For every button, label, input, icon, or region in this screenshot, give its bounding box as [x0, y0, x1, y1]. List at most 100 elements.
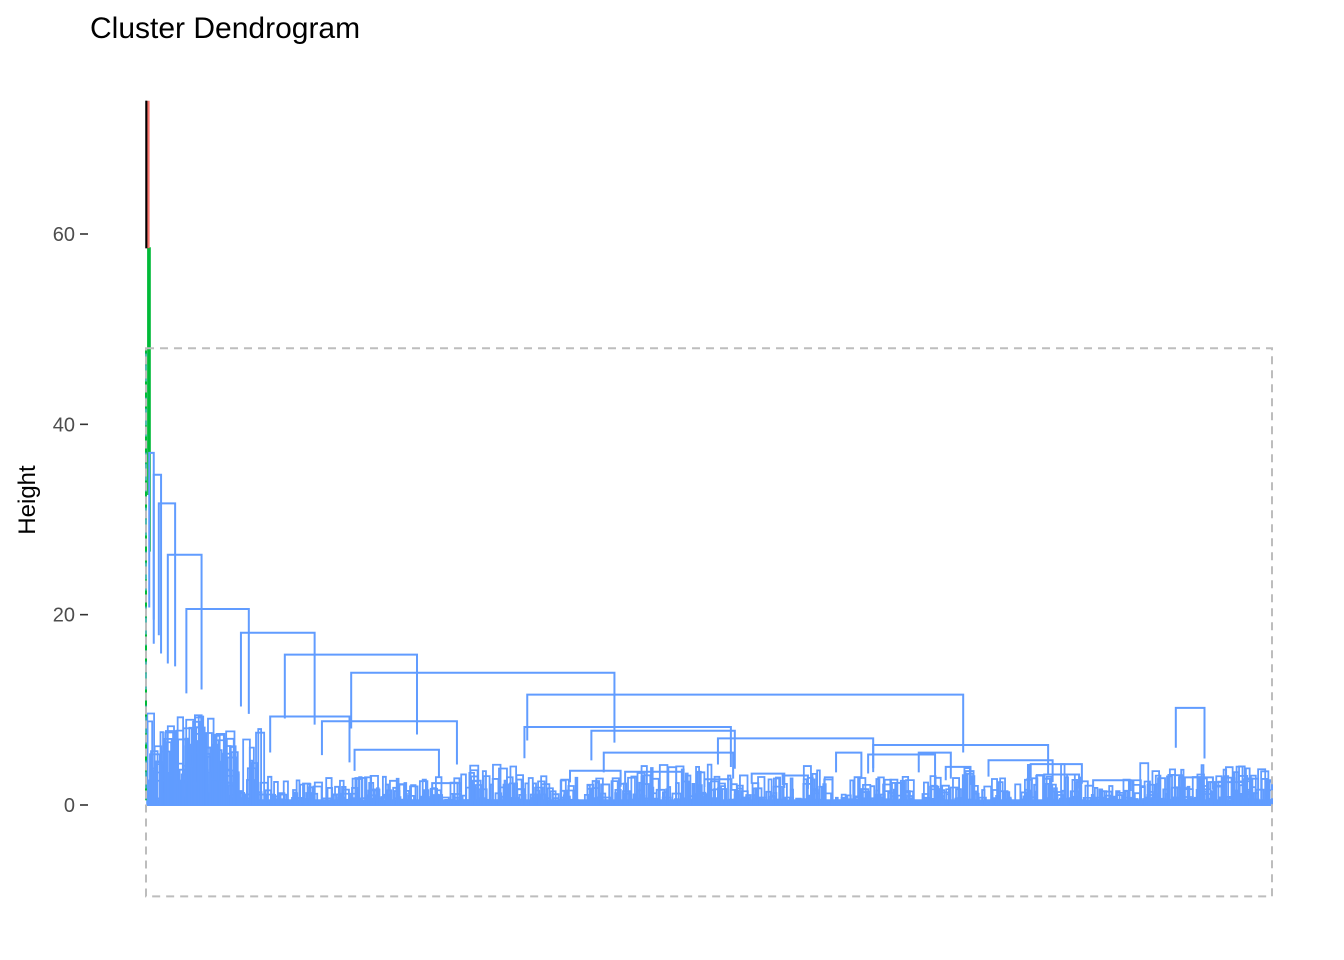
dendrogram-merge	[835, 751, 863, 779]
dendrogram-link	[493, 799, 503, 805]
dendrogram-link	[441, 799, 446, 805]
dendrogram-link	[1084, 784, 1094, 805]
dendrogram-merge	[602, 751, 735, 779]
dendrogram-link	[814, 798, 822, 805]
dendrogram-link	[185, 718, 196, 805]
dendrogram-link	[1211, 800, 1218, 805]
dendrogram-link	[743, 800, 753, 805]
dendrogram-link	[299, 783, 306, 805]
dendrogram-link	[1035, 774, 1044, 805]
dendrogram-link	[150, 750, 159, 805]
dendrogram-link	[1130, 800, 1137, 805]
dendrogram-merge	[1092, 779, 1132, 792]
dendrogram-link	[930, 784, 938, 805]
dendrogram-link	[684, 772, 689, 805]
cluster-rectangles	[145, 347, 1273, 898]
dendrogram-link	[340, 796, 346, 805]
dendrogram-link	[346, 798, 353, 805]
dendrogram-link	[429, 787, 439, 805]
dendrogram-link	[865, 790, 870, 805]
dendrogram-link	[494, 792, 503, 805]
dendrogram-merge	[1043, 773, 1081, 789]
dendrogram-link	[857, 795, 862, 805]
dendrogram-link	[666, 786, 672, 805]
dendrogram-link	[262, 799, 270, 805]
dendrogram-link	[767, 778, 773, 805]
dendrogram-merge	[157, 502, 177, 667]
dendrogram-link	[739, 774, 749, 805]
dendrogram-link	[1038, 800, 1044, 805]
dendrogram-merge	[624, 770, 685, 788]
dendrogram-link	[380, 796, 388, 805]
dendrogram-link	[282, 780, 289, 805]
dendrogram-link	[173, 762, 184, 805]
dendrogram-merge	[750, 772, 786, 789]
dendrogram-link	[830, 800, 836, 805]
dendrogram-link	[421, 778, 427, 805]
dendrogram-link	[249, 759, 254, 805]
dendrogram-link	[360, 797, 370, 805]
dendrogram-merge	[590, 729, 736, 769]
dendrogram-link	[1014, 783, 1022, 805]
dendrogram-link	[695, 771, 706, 805]
dendrogram-link	[1183, 796, 1194, 805]
dendrogram-link	[633, 797, 639, 805]
dendrogram-link	[823, 778, 834, 805]
dendrogram-link	[591, 787, 600, 805]
dendrogram-link	[540, 775, 548, 805]
dendrogram-link	[1234, 789, 1239, 805]
dendrogram-link	[1180, 768, 1185, 805]
dendrogram-link	[373, 788, 381, 805]
dendrogram-link	[949, 786, 960, 805]
dendrogram-link	[775, 776, 782, 805]
dendrogram-merge	[523, 725, 732, 768]
dendrogram-merge	[152, 473, 163, 654]
dendrogram-link	[640, 775, 645, 805]
dendrogram-link	[313, 781, 323, 805]
dendrogram-merge	[987, 759, 1054, 783]
dendrogram-link	[403, 792, 408, 805]
dendrogram-link	[1060, 789, 1065, 805]
dendrogram-link	[595, 777, 604, 805]
y-tick-label: 40	[53, 414, 75, 436]
dendrogram-link	[549, 800, 558, 805]
dendrogram-link	[803, 799, 813, 805]
dendrogram-merge	[781, 774, 809, 789]
dendrogram-link	[559, 779, 567, 805]
dendrogram-link	[840, 800, 847, 805]
dendrogram-link	[257, 728, 263, 805]
dendrogram-link	[207, 717, 215, 805]
dendrogram-link	[601, 796, 612, 805]
dendrogram-link	[178, 768, 186, 805]
dendrogram-link	[952, 777, 961, 805]
dendrogram-link	[291, 796, 300, 805]
dendrogram-link	[931, 798, 941, 805]
dendrogram-link	[551, 793, 560, 805]
dendrogram-link	[471, 786, 477, 805]
dendrogram-link	[325, 777, 333, 805]
dendrogram-link	[721, 788, 728, 805]
y-tick-label: 20	[53, 605, 75, 627]
dendrogram-link	[166, 741, 172, 805]
dendrogram-link	[1069, 790, 1080, 805]
dendrogram-link	[427, 799, 434, 805]
dendrogram-link	[384, 783, 389, 805]
dendrogram-link	[971, 784, 979, 805]
dendrogram-link	[824, 792, 832, 805]
y-tick-label: 60	[53, 224, 75, 246]
dendrogram-link	[752, 787, 759, 805]
dendrogram-merge	[350, 671, 616, 743]
dendrogram-link	[981, 789, 986, 805]
dendrogram-link	[149, 753, 161, 805]
dendrogram-link	[1018, 799, 1023, 805]
dendrogram-merge	[166, 553, 203, 690]
dendrogram-link	[534, 786, 544, 805]
dendrogram-link	[239, 790, 244, 805]
dendrogram-link	[197, 715, 205, 805]
dendrogram-link	[1108, 785, 1114, 805]
dendrogram-link	[1024, 788, 1029, 805]
dendrogram-link	[1026, 764, 1031, 805]
dendrogram-link	[462, 800, 471, 805]
dendrogram-link	[784, 796, 795, 805]
dendrogram-link	[789, 777, 794, 805]
